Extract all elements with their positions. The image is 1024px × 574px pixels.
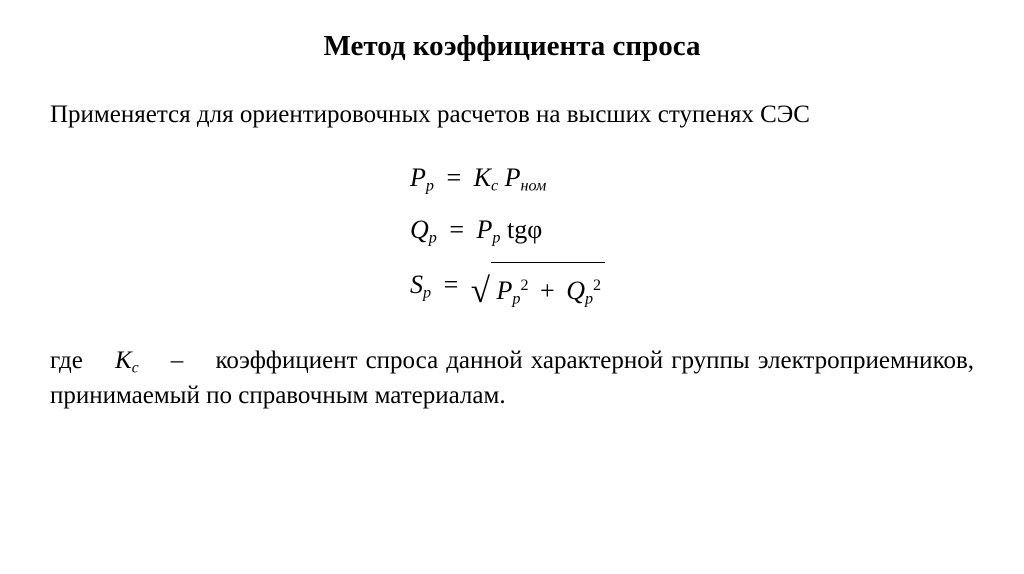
intro-text: Применяется для ориентировочных расчетов… xyxy=(50,99,974,132)
sup-2a: 2 xyxy=(520,277,528,294)
plus-sign: + xyxy=(540,276,555,305)
sym-K: K xyxy=(474,163,491,192)
eq-sign: = xyxy=(446,163,461,192)
where-K: K xyxy=(115,347,132,374)
sqrt: √ Pр2 + Qр2 xyxy=(471,256,605,326)
where-text: где Kс – коэффициент спроса данной харак… xyxy=(50,344,974,413)
sub-nom: ном xyxy=(521,177,547,194)
sub-c: с xyxy=(491,177,498,194)
formula-active-power: Pр = Kс Pном xyxy=(410,152,974,204)
eq-sign: = xyxy=(449,215,464,244)
sqrt-icon: √ xyxy=(471,256,490,326)
sub-p4: р xyxy=(423,284,431,301)
sym-tg: tg xyxy=(507,215,527,244)
radicand: Pр2 + Qр2 xyxy=(491,262,606,317)
page: Метод коэффициента спроса Применяется дл… xyxy=(0,0,1024,574)
sym-P3: P xyxy=(477,215,493,244)
sym-P4: P xyxy=(497,276,513,305)
sym-P2: P xyxy=(505,163,521,192)
sym-Q2: Q xyxy=(566,276,585,305)
sub-p: р xyxy=(426,177,434,194)
where-rest: коэффициент спроса данной характерной гр… xyxy=(50,347,974,409)
sym-S: S xyxy=(410,270,423,299)
formula-reactive-power: Qр = Pр tgφ xyxy=(410,204,974,256)
where-dash: – xyxy=(171,347,184,374)
sym-Q: Q xyxy=(410,215,429,244)
sym-phi: φ xyxy=(527,215,542,244)
sup-2b: 2 xyxy=(593,277,601,294)
formula-apparent-power: Sр = √ Pр2 + Qр2 xyxy=(410,256,974,326)
where-c: с xyxy=(132,359,139,376)
sym-P: P xyxy=(410,163,426,192)
sub-p3: р xyxy=(492,229,500,246)
formula-block: Pр = Kс Pном Qр = Pр tgφ Sр = √ Pр2 + Qр… xyxy=(50,152,974,326)
where-prefix: где xyxy=(50,347,83,374)
eq-sign: = xyxy=(444,270,459,299)
sub-p6: р xyxy=(585,290,593,307)
sub-p2: р xyxy=(429,229,437,246)
page-title: Метод коэффициента спроса xyxy=(50,30,974,63)
